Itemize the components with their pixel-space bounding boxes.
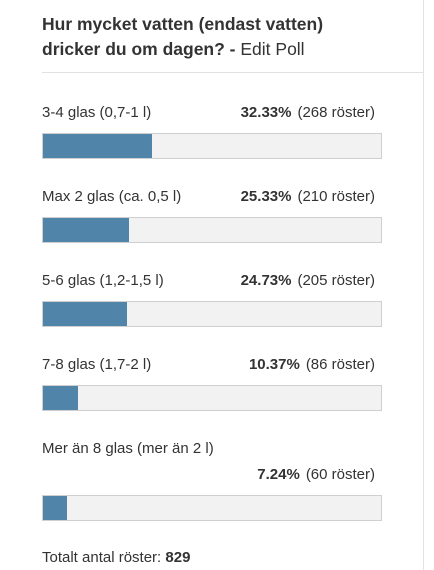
answer-votes: (210 röster) xyxy=(297,188,375,205)
answer-bar-fill xyxy=(43,302,127,326)
answer-label: Max 2 glas (ca. 0,5 l) xyxy=(42,188,182,205)
answer-bar xyxy=(42,301,382,327)
answer-bar-fill xyxy=(43,496,68,520)
answer-votes: (60 röster) xyxy=(305,466,375,483)
poll-answer: Max 2 glas (ca. 0,5 l) 25.33% (210 röster… xyxy=(42,188,382,243)
poll-answer: Mer än 8 glas (mer än 2 l) 7.24% (60 röst… xyxy=(42,440,382,521)
total-votes: Totalt antal röster: 829 xyxy=(42,549,375,567)
answer-bar xyxy=(42,217,382,243)
total-votes-label: Totalt antal röster: xyxy=(42,549,162,566)
title-divider xyxy=(42,72,423,73)
answer-label: 7-8 glas (1,7-2 l) xyxy=(42,356,152,373)
answer-label: 5-6 glas (1,2-1,5 l) xyxy=(42,272,164,289)
poll-answer: 7-8 glas (1,7-2 l) 10.37% (86 röster) xyxy=(42,356,382,411)
poll-answer: 3-4 glas (0,7-1 l) 32.33% (268 röster) xyxy=(42,104,382,159)
answer-bar xyxy=(42,133,382,159)
answer-bar xyxy=(42,385,382,411)
answer-bar-fill xyxy=(43,386,79,410)
answer-votes: (268 röster) xyxy=(297,104,375,121)
poll-question: Hur mycket vatten (endast vatten) dricke… xyxy=(42,14,324,59)
answer-percent: 24.73% xyxy=(240,272,292,289)
title-separator: - xyxy=(224,39,241,59)
answer-label: Mer än 8 glas (mer än 2 l) xyxy=(42,440,214,457)
poll-panel: Hur mycket vatten (endast vatten) dricke… xyxy=(42,0,424,570)
poll-title: Hur mycket vatten (endast vatten) dricke… xyxy=(42,0,375,62)
answer-percent: 25.33% xyxy=(240,188,292,205)
answer-bar xyxy=(42,495,382,521)
answer-percent: 7.24% xyxy=(257,466,300,483)
answer-bar-fill xyxy=(43,218,129,242)
answer-percent: 32.33% xyxy=(240,104,292,121)
total-votes-count: 829 xyxy=(165,549,191,566)
answer-label: 3-4 glas (0,7-1 l) xyxy=(42,104,152,121)
edit-poll-link[interactable]: Edit Poll xyxy=(240,39,305,59)
answer-votes: (205 röster) xyxy=(297,272,375,289)
poll-answer: 5-6 glas (1,2-1,5 l) 24.73% (205 röster) xyxy=(42,272,382,327)
answer-bar-fill xyxy=(43,134,153,158)
answer-votes: (86 röster) xyxy=(305,356,375,373)
answer-percent: 10.37% xyxy=(248,356,300,373)
